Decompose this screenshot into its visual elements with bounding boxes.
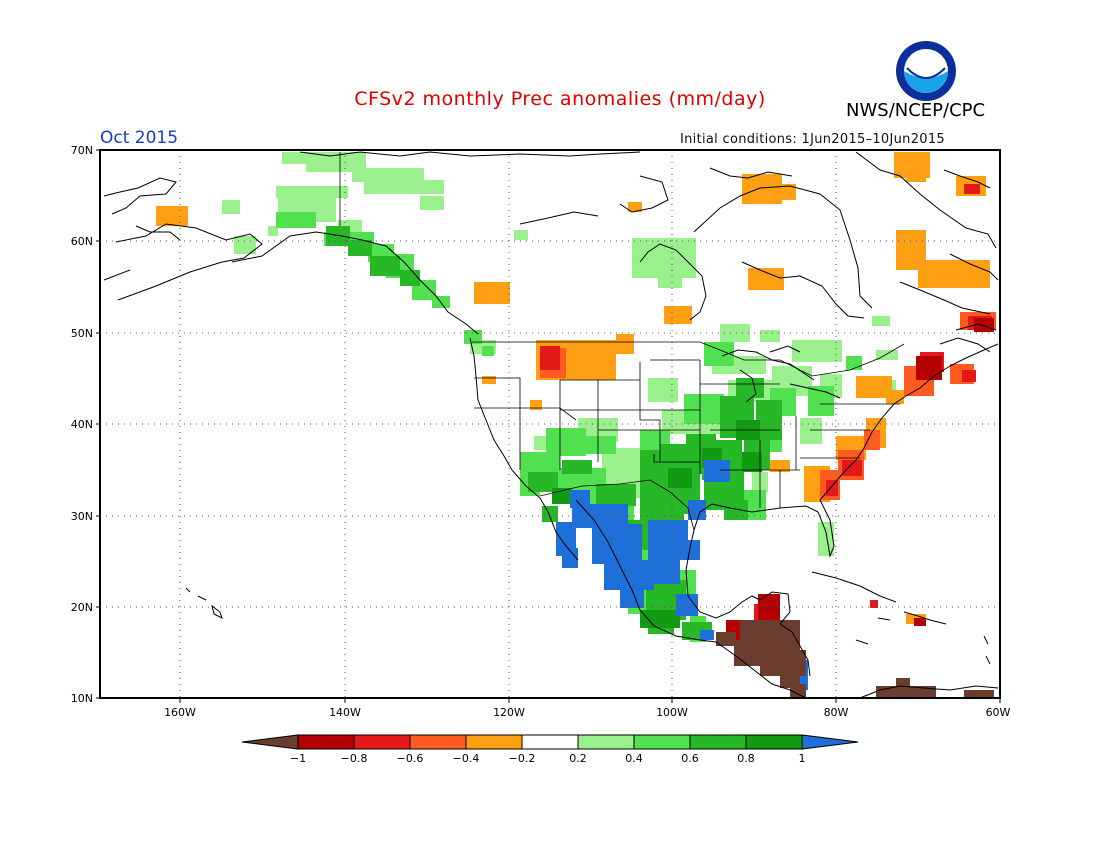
graticule — [100, 150, 1000, 698]
noaa-logo-icon — [896, 41, 956, 101]
colorbar-box — [521, 734, 579, 750]
colorbar-label: −0.2 — [509, 752, 536, 765]
lat-label: 70N — [71, 144, 93, 157]
agency-label: NWS/NCEP/CPC — [846, 100, 986, 121]
colorbar-box — [577, 734, 635, 750]
colorbar-low-triangle — [241, 734, 299, 750]
colorbar-label: −0.6 — [397, 752, 424, 765]
colorbar-high-triangle — [801, 734, 859, 750]
colorbar: −1 −0.8 −0.6 −0.4 −0.2 0.2 0.4 0.6 0.8 1 — [241, 734, 859, 765]
colorbar-box — [409, 734, 467, 750]
lon-label: 160W — [164, 706, 196, 719]
colorbar-box — [465, 734, 523, 750]
logo — [895, 40, 957, 102]
colorbar-box — [353, 734, 411, 750]
colorbar-label: −1 — [290, 752, 306, 765]
lat-label: 30N — [71, 510, 93, 523]
central-america-very-dry — [716, 620, 994, 698]
forecast-month: Oct 2015 — [100, 128, 179, 148]
colorbar-box — [297, 734, 355, 750]
initial-conditions: Initial conditions: 1Jun2015–10Jun2015 — [680, 132, 946, 147]
colorbar-box — [745, 734, 803, 750]
lon-label: 100W — [656, 706, 688, 719]
colorbar-label: 0.8 — [737, 752, 755, 765]
colorbar-label: −0.8 — [341, 752, 368, 765]
lon-label: 80W — [824, 706, 849, 719]
political-borders — [339, 152, 905, 531]
lat-label: 40N — [71, 418, 93, 431]
lat-label: 60N — [71, 235, 93, 248]
lat-label: 10N — [71, 692, 93, 705]
axis-ticks — [96, 149, 1001, 703]
colorbar-box — [689, 734, 747, 750]
lon-label: 120W — [493, 706, 525, 719]
lat-label: 50N — [71, 327, 93, 340]
colorbar-label: 0.6 — [681, 752, 699, 765]
lat-label: 20N — [71, 601, 93, 614]
colorbar-labels: −1 −0.8 −0.6 −0.4 −0.2 0.2 0.4 0.6 0.8 1 — [290, 752, 806, 765]
lon-label: 140W — [329, 706, 361, 719]
lon-label: 60W — [986, 706, 1011, 719]
colorbar-label: −0.4 — [453, 752, 480, 765]
colorbar-boxes — [297, 734, 803, 750]
colorbar-box — [633, 734, 691, 750]
colorbar-label: 0.2 — [569, 752, 587, 765]
chart-title: CFSv2 monthly Prec anomalies (mm/day) — [354, 88, 766, 110]
coastlines — [103, 151, 999, 699]
wet-0-8 — [552, 420, 762, 628]
colorbar-label: 1 — [799, 752, 806, 765]
colorbar-label: 0.4 — [625, 752, 643, 765]
